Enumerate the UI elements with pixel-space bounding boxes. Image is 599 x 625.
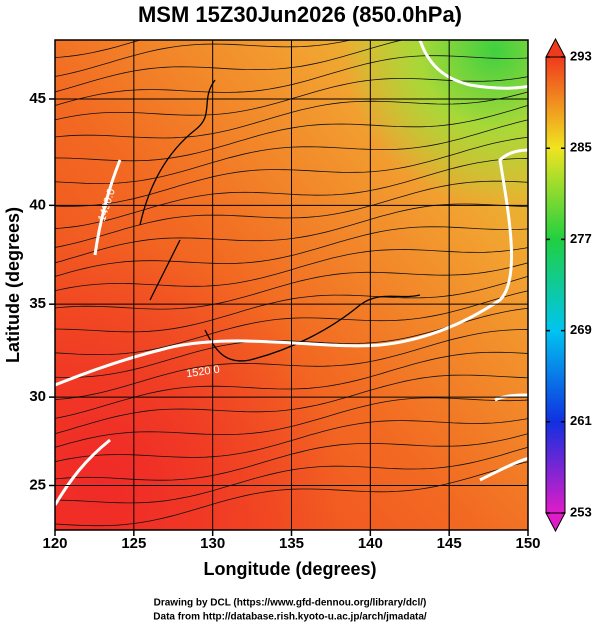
streamline: [55, 203, 528, 264]
y-tick-label: 30: [29, 388, 46, 405]
y-tick-label: 40: [29, 196, 46, 213]
colorbar-extension: [545, 512, 566, 533]
contour-line: [55, 148, 528, 387]
footer-line: Drawing by DCL (https://www.gfd-dennou.o…: [154, 598, 427, 609]
streamline: [55, 40, 405, 93]
streamlines: [55, 40, 528, 527]
footer-line: Data from http://database.rish.kyoto-u.a…: [153, 612, 427, 623]
colorbar-tick-label: 277: [570, 231, 592, 246]
x-tick-label: 120: [42, 535, 67, 552]
chart-title: MSM 15Z30Jun2026 (850.0hPa): [138, 2, 462, 27]
streamline: [55, 262, 528, 310]
y-tick-label: 45: [29, 90, 46, 107]
field: [55, 40, 528, 530]
streamline: [55, 157, 528, 229]
x-axis-label: Longitude (degrees): [203, 559, 376, 579]
streamline: [55, 105, 528, 162]
x-tick-label: 150: [515, 535, 540, 552]
streamline: [55, 40, 142, 58]
streamline: [55, 275, 528, 333]
x-tick-label: 140: [358, 535, 383, 552]
streamline: [55, 180, 528, 248]
streamline: [55, 418, 528, 463]
x-tick-label: 130: [200, 535, 225, 552]
streamline: [55, 119, 528, 184]
colorbar-extension: [545, 37, 566, 58]
streamline: [55, 374, 528, 435]
streamline: [55, 433, 528, 481]
streamline: [55, 40, 353, 77]
colorbar: [545, 56, 566, 514]
streamline: [55, 226, 528, 277]
streamline: [55, 290, 528, 355]
streamline: [55, 446, 528, 504]
streamline: [55, 136, 528, 207]
streamline: [55, 397, 528, 448]
colorbar-tick-label: 253: [570, 504, 592, 519]
x-tick-label: 135: [279, 535, 304, 552]
streamline: [55, 351, 528, 419]
colorbar-tick-label: 293: [570, 48, 592, 63]
streamline: [55, 55, 528, 107]
y-tick-label: 35: [29, 295, 46, 312]
streamline: [55, 91, 528, 139]
contour-label: 1520.0: [185, 364, 220, 381]
x-tick-label: 125: [121, 535, 146, 552]
colorbar-tick-label: 261: [570, 413, 592, 428]
streamline: [55, 76, 528, 121]
streamline: [55, 329, 528, 400]
streamline: [55, 247, 528, 292]
colorbar-tick-label: 285: [570, 140, 592, 155]
y-tick-label: 25: [29, 476, 46, 493]
x-tick-label: 145: [437, 535, 462, 552]
streamline: [55, 461, 528, 527]
colorbar-tick-label: 269: [570, 322, 592, 337]
y-axis-label: Latitude (degrees): [3, 207, 23, 363]
